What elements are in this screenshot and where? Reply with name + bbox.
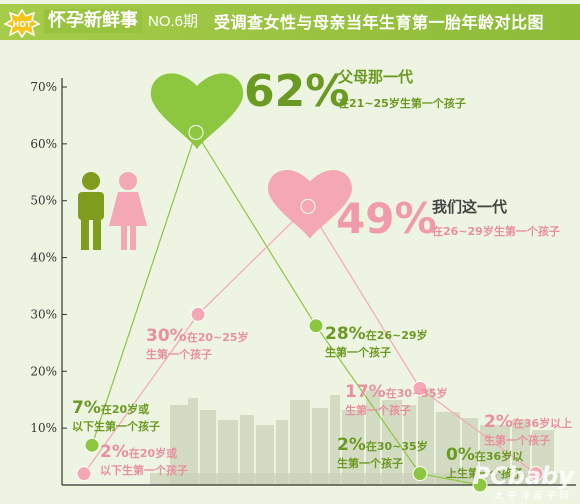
building-16 (462, 418, 478, 485)
building-0 (170, 405, 188, 485)
callout-text: 在30~35岁 (385, 387, 448, 400)
man-icon (78, 172, 104, 250)
data-point-mine-4 (528, 466, 544, 482)
chart-axes: 10% 20% 30% 40% 50% 60% 70% (30, 78, 576, 486)
callout-text: 在20岁或 (128, 447, 178, 460)
data-points (76, 124, 544, 493)
callout-text: 生第一个孩子 (146, 348, 212, 361)
callout-pct: 2% (484, 412, 513, 432)
building-7 (290, 400, 310, 485)
data-point-mine-1 (190, 306, 206, 322)
callout-pct: 2% (337, 435, 366, 455)
callout-text: 生第一个孩子 (484, 434, 550, 447)
data-point-mine-0 (76, 466, 92, 482)
building-1 (188, 398, 198, 485)
brand-title: 怀孕新鲜事 (44, 9, 142, 33)
callout-text: 在30~35岁 (365, 440, 428, 453)
y-tick-label: 40% (30, 251, 57, 265)
callout-pct: 2% (100, 442, 129, 462)
mine-highlight-title: 我们这一代 (432, 198, 508, 216)
callout-pct: 0% (446, 445, 475, 465)
callout-mother-2: 28%在26~29岁生第一个孩子 (325, 326, 428, 360)
callout-mother-4: 0%在36岁以上生第一个孩子 (446, 447, 523, 481)
mine-highlight-pct: 49% (336, 194, 437, 243)
data-point-mother-2 (308, 318, 324, 334)
page-title: 受调查女性与母亲当年生育第一胎年龄对比图 (214, 13, 545, 32)
building-3 (218, 420, 238, 485)
watermark-sub: 太平洋亲子网 (494, 491, 572, 502)
building-10 (342, 410, 364, 485)
building-18 (512, 420, 530, 485)
callout-text: 在36岁以上 (512, 417, 573, 430)
mine-highlight-sub: 在26~29岁生第一个孩子 (432, 225, 560, 238)
callout-mother-0: 7%在20岁或以下生第一个孩子 (72, 400, 160, 434)
callout-mine-1: 30%在20~25岁生第一个孩子 (146, 328, 249, 362)
people-icons (78, 172, 147, 250)
data-point-mother-3 (412, 466, 428, 482)
callout-text: 上生第一个孩子 (446, 467, 523, 480)
y-tick-label: 30% (30, 307, 57, 321)
data-point-mother-1 (188, 124, 204, 140)
building-4 (240, 415, 254, 485)
y-tick-label: 10% (30, 421, 57, 435)
data-point-mother-0 (84, 437, 100, 453)
y-tick-label: 50% (30, 194, 57, 208)
callout-text: 生第一个孩子 (345, 404, 411, 417)
mother-highlight-sub: 在21~25岁生第一个孩子 (338, 97, 466, 110)
y-tick-label: 60% (30, 137, 57, 151)
skyline-base (150, 473, 560, 485)
heart-icon-mother (150, 73, 244, 150)
hot-badge-icon: HOT (4, 8, 40, 38)
data-point-mother-4 (472, 477, 488, 493)
callout-mother-3: 2%在30~35岁生第一个孩子 (337, 437, 428, 471)
callout-text: 以下生第一个孩子 (72, 420, 160, 433)
building-13 (404, 405, 416, 485)
building-9 (330, 395, 340, 485)
woman-icon (109, 172, 147, 250)
callout-mine-0: 2%在20岁或以下生第一个孩子 (100, 444, 188, 478)
callout-pct: 17% (345, 382, 386, 402)
watermark-logo: PCbaby (472, 462, 574, 490)
callout-text: 在36岁以 (474, 450, 524, 463)
callout-mine-4: 2%在36岁以上生第一个孩子 (484, 414, 572, 448)
y-tick-label: 20% (30, 364, 57, 378)
building-5 (256, 425, 274, 485)
callout-pct: 30% (146, 326, 187, 346)
callout-text: 在20岁或 (100, 403, 150, 416)
callout-text: 以下生第一个孩子 (100, 464, 188, 477)
callout-text: 在26~29岁 (365, 329, 428, 342)
building-6 (276, 420, 288, 485)
building-15 (436, 412, 460, 485)
callout-pct: 7% (72, 398, 101, 418)
callout-text: 生第一个孩子 (337, 457, 403, 470)
building-8 (312, 408, 328, 485)
data-point-mine-2 (300, 198, 316, 214)
callout-text: 生第一个孩子 (325, 346, 391, 359)
building-2 (200, 410, 216, 485)
callout-text: 在20~25岁 (186, 331, 249, 344)
hot-badge-label: HOT (13, 20, 32, 29)
building-12 (382, 400, 402, 485)
callout-pct: 28% (325, 324, 366, 344)
issue-number: NO.6期 (148, 13, 199, 30)
y-tick-label: 70% (30, 80, 57, 94)
callout-mine-3: 17%在30~35岁生第一个孩子 (345, 384, 448, 418)
building-14 (418, 388, 434, 485)
data-point-mine-3 (412, 380, 428, 396)
building-11 (366, 390, 380, 485)
mother-highlight-pct: 62% (244, 66, 350, 117)
mother-highlight-title: 父母那一代 (338, 68, 414, 86)
